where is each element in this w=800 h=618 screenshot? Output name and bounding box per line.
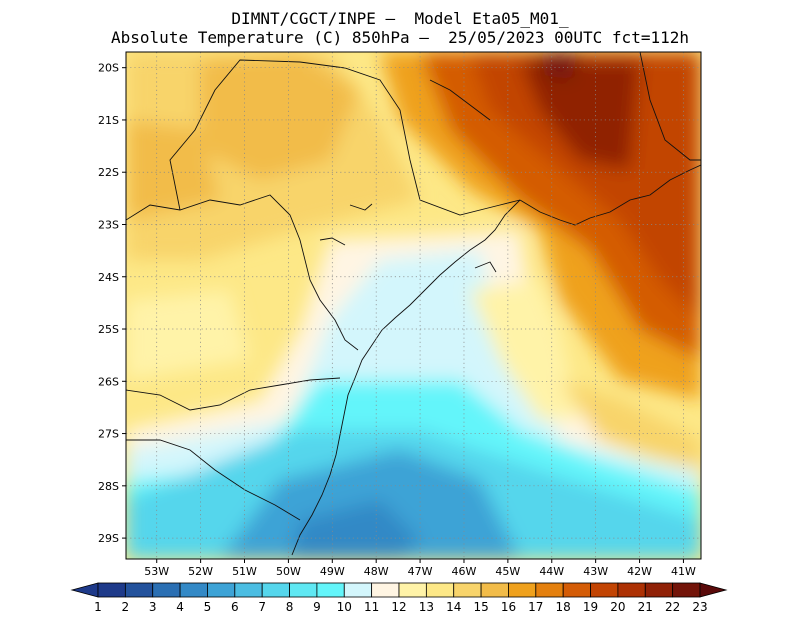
lat-tick-label: 22S	[98, 166, 119, 179]
colorbar-label: 13	[419, 600, 434, 614]
colorbar-segment	[453, 582, 482, 598]
lon-tick-label: 49W	[320, 565, 345, 578]
colorbar-label: 4	[176, 600, 184, 614]
colorbar-label: 6	[231, 600, 239, 614]
colorbar-label: 20	[610, 600, 625, 614]
lat-tick-label: 26S	[98, 375, 119, 388]
colorbar-label: 10	[337, 600, 352, 614]
lat-tick-label: 27S	[98, 428, 119, 441]
lon-tick-label: 47W	[408, 565, 433, 578]
axis-ticks: 20S 21S 22S 23S 24S 25S 26S 27S 28S 29S 53W 52W 51W 5…	[98, 62, 696, 578]
colorbar-label: 18	[556, 600, 571, 614]
colorbar-segment	[672, 582, 701, 598]
colorbar-segment	[343, 582, 373, 598]
lon-tick-label: 53W	[144, 565, 169, 578]
lon-tick-label: 51W	[232, 565, 257, 578]
colorbar-label: 17	[528, 600, 543, 614]
lat-tick-label: 24S	[98, 271, 119, 284]
colorbar-segment	[97, 582, 126, 598]
colorbar-min-arrow	[70, 582, 99, 598]
map-frame	[125, 51, 702, 560]
colorbar-label: 14	[446, 600, 461, 614]
colorbar-segment	[644, 582, 674, 598]
colorbar-max-arrow	[699, 582, 728, 598]
colorbar: 1 2 3 4 5 6 7 8 9 10 11 12 13 14 15 16 17 18 19 20 21 22 23	[70, 582, 728, 614]
lon-tick-label: 48W	[364, 565, 389, 578]
colorbar-label: 19	[583, 600, 598, 614]
title-line-1: DIMNT/CGCT/INPE – Model Eta05_M01_	[231, 9, 569, 28]
lon-tick-label: 52W	[188, 565, 213, 578]
colorbar-segment	[617, 582, 646, 598]
colorbar-segment	[261, 582, 290, 598]
colorbar-segment	[179, 582, 208, 598]
colorbar-segment	[480, 582, 509, 598]
colorbar-label: 12	[391, 600, 406, 614]
colorbar-label: 7	[258, 600, 266, 614]
lon-tick-label: 44W	[539, 565, 564, 578]
lat-tick-label: 23S	[98, 218, 119, 231]
lon-tick-label: 41W	[671, 565, 696, 578]
colorbar-label: 2	[122, 600, 130, 614]
lat-tick-label: 25S	[98, 323, 119, 336]
colorbar-label: 22	[665, 600, 680, 614]
colorbar-segment	[152, 582, 181, 598]
lat-tick-label: 29S	[98, 532, 119, 545]
colorbar-segment	[535, 582, 564, 598]
colorbar-label: 11	[364, 600, 379, 614]
lon-tick-label: 42W	[627, 565, 652, 578]
lat-tick-label: 21S	[98, 114, 119, 127]
lon-tick-label: 50W	[276, 565, 301, 578]
colorbar-segment	[207, 582, 236, 598]
colorbar-segment	[425, 582, 455, 598]
colorbar-label: 21	[638, 600, 653, 614]
lon-tick-label: 45W	[495, 565, 520, 578]
colorbar-segment	[289, 582, 318, 598]
colorbar-segment	[562, 582, 591, 598]
colorbar-label: 9	[313, 600, 321, 614]
colorbar-label: 3	[149, 600, 157, 614]
lon-tick-label: 43W	[583, 565, 608, 578]
lon-tick-label: 46W	[452, 565, 477, 578]
colorbar-segment	[234, 582, 263, 598]
temperature-field	[126, 52, 701, 559]
colorbar-label: 16	[501, 600, 516, 614]
colorbar-segment	[124, 582, 154, 598]
grid-lines	[126, 52, 701, 559]
title-line-2: Absolute Temperature (C) 850hPa – 25/05/…	[111, 28, 689, 47]
colorbar-segment	[371, 582, 400, 598]
colorbar-segment	[508, 582, 537, 598]
lat-tick-label: 20S	[98, 62, 119, 75]
colorbar-label: 1	[94, 600, 102, 614]
colorbar-segment	[590, 582, 619, 598]
colorbar-segment	[398, 582, 427, 598]
lat-tick-label: 28S	[98, 480, 119, 493]
colorbar-segment	[316, 582, 345, 598]
coastline-borders	[126, 52, 701, 556]
colorbar-label: 5	[204, 600, 212, 614]
colorbar-label: 15	[473, 600, 488, 614]
colorbar-label: 23	[692, 600, 707, 614]
colorbar-label: 8	[286, 600, 294, 614]
